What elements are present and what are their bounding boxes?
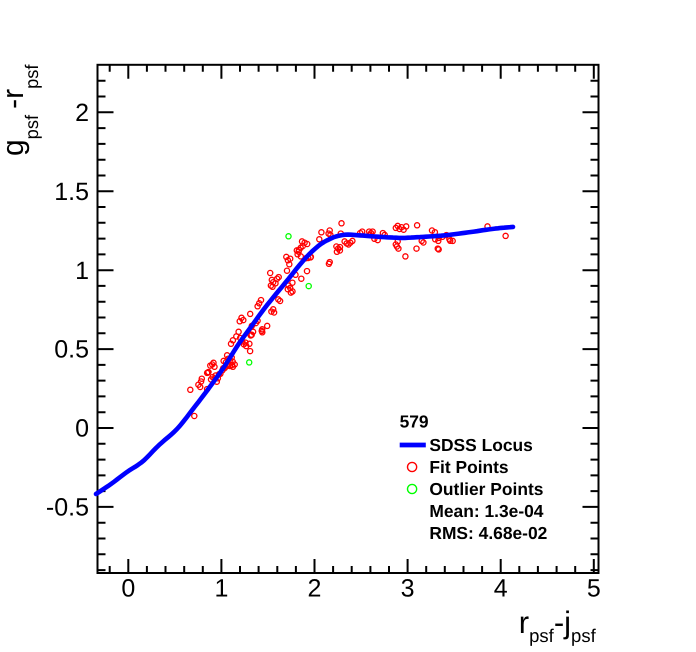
svg-text:0.5: 0.5 <box>54 336 89 364</box>
svg-text:5: 5 <box>587 575 601 603</box>
svg-text:1.5: 1.5 <box>54 178 89 206</box>
svg-text:2: 2 <box>75 99 89 127</box>
svg-text:Mean: 1.3e-04: Mean: 1.3e-04 <box>429 501 543 521</box>
svg-text:4: 4 <box>494 575 508 603</box>
svg-text:RMS: 4.68e-02: RMS: 4.68e-02 <box>429 523 547 543</box>
svg-text:2: 2 <box>308 575 322 603</box>
svg-text:3: 3 <box>401 575 415 603</box>
svg-text:-0.5: -0.5 <box>46 494 89 522</box>
svg-text:1: 1 <box>75 257 89 285</box>
svg-text:SDSS Locus: SDSS Locus <box>429 435 532 455</box>
svg-text:579: 579 <box>400 412 429 432</box>
svg-text:Outlier Points: Outlier Points <box>429 479 543 499</box>
svg-text:0: 0 <box>75 415 89 443</box>
svg-text:1: 1 <box>214 575 228 603</box>
svg-text:0: 0 <box>121 575 135 603</box>
svg-text:Fit Points: Fit Points <box>429 457 508 477</box>
